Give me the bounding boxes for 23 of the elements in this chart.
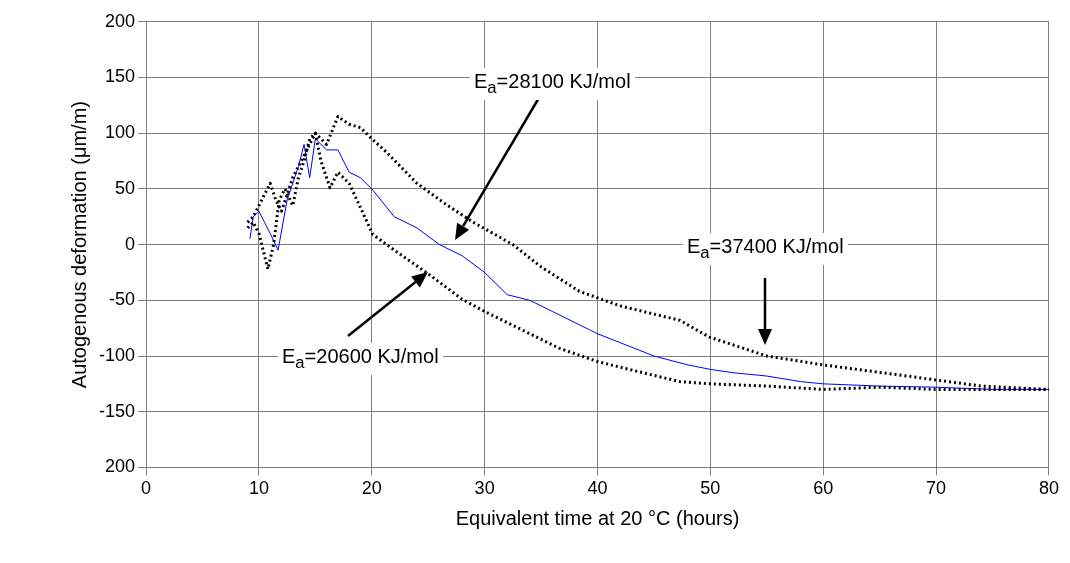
y-tick-label: 50 <box>115 177 136 198</box>
y-tick-label: -100 <box>99 344 136 365</box>
x-tick-label: 60 <box>813 478 834 499</box>
y-tick-label: -150 <box>99 400 136 421</box>
x-tick-label: 20 <box>361 478 382 499</box>
y-tick-label: -50 <box>109 289 136 310</box>
y-tick-label: 200 <box>104 10 136 31</box>
y-tick-label: 200 <box>104 456 136 477</box>
y-tick-label: 150 <box>104 66 136 87</box>
annotation: E$_{a}$=20600 KJ/mol <box>278 343 443 375</box>
x-tick-label: 50 <box>700 478 721 499</box>
y-axis-title: Autogenous deformation (μm/m) <box>67 100 90 389</box>
x-axis-title: Equivalent time at 20 °C (hours) <box>455 506 740 529</box>
y-tick-label: 100 <box>104 122 136 143</box>
x-tick-label: 40 <box>587 478 608 499</box>
x-tick-label: 10 <box>248 478 269 499</box>
annotation: E$_{a}$=37400 KJ/mol <box>683 233 848 265</box>
x-tick-label: 80 <box>1038 478 1059 499</box>
x-tick-label: 0 <box>141 478 152 499</box>
annotation: E$_{a}$=28100 KJ/mol <box>470 68 635 100</box>
x-tick-label: 70 <box>926 478 947 499</box>
x-tick-label: 30 <box>474 478 495 499</box>
y-tick-label: 0 <box>125 233 136 254</box>
